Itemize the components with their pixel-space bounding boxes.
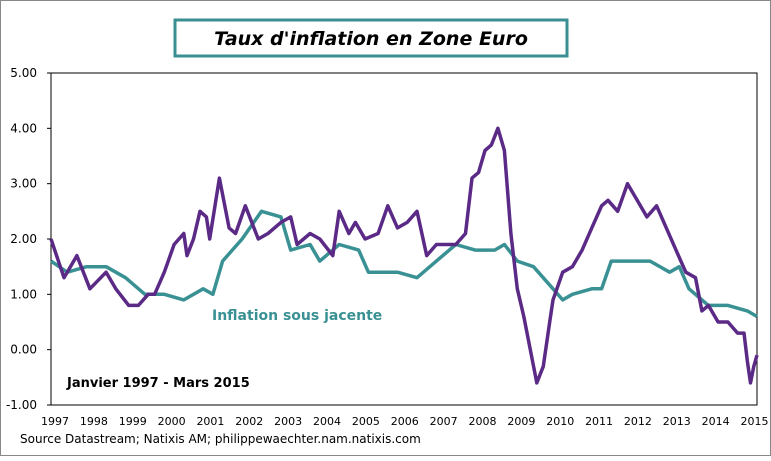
x-tick-label: 2007 xyxy=(430,415,458,428)
source-note: Source Datastream; Natixis AM; philippew… xyxy=(20,432,421,446)
x-tick-label: 2001 xyxy=(196,415,224,428)
x-tick-label: 2002 xyxy=(235,415,263,428)
x-tick-label: 2004 xyxy=(313,415,341,428)
x-tick-label: 2003 xyxy=(274,415,302,428)
x-tick-label: 2015 xyxy=(741,415,769,428)
x-tick-label: 2008 xyxy=(468,415,496,428)
x-tick-label: 2009 xyxy=(507,415,535,428)
y-tick-label: -1.00 xyxy=(6,398,37,412)
title-box xyxy=(173,18,569,58)
chart-title: Taux d'inflation en Zone Euro xyxy=(214,28,528,50)
y-tick-label: 3.00 xyxy=(10,177,37,191)
x-tick-label: 2006 xyxy=(391,415,419,428)
x-tick-label: 2010 xyxy=(546,415,574,428)
period-note: Janvier 1997 - Mars 2015 xyxy=(66,376,250,391)
x-tick-label: 2013 xyxy=(663,415,691,428)
x-tick-label: 1997 xyxy=(41,415,69,428)
x-tick-label: 2005 xyxy=(352,415,380,428)
x-tick-label: 1998 xyxy=(80,415,108,428)
y-tick-label: 0.00 xyxy=(10,343,37,357)
y-tick-label: 4.00 xyxy=(10,121,37,135)
x-tick-label: 2000 xyxy=(158,415,186,428)
headline-inflation-line xyxy=(49,126,759,385)
series-label-core: Inflation sous jacente xyxy=(212,308,382,324)
y-tick-label: 2.00 xyxy=(10,232,37,246)
x-tick-label: 2012 xyxy=(624,415,652,428)
y-tick-label: 5.00 xyxy=(10,66,37,80)
core-inflation-line xyxy=(50,209,758,319)
x-tick-label: 1999 xyxy=(119,415,147,428)
plot-area xyxy=(50,72,758,406)
x-tick-label: 2011 xyxy=(585,415,613,428)
y-tick-label: 1.00 xyxy=(10,287,37,301)
x-tick-label: 2014 xyxy=(702,415,730,428)
